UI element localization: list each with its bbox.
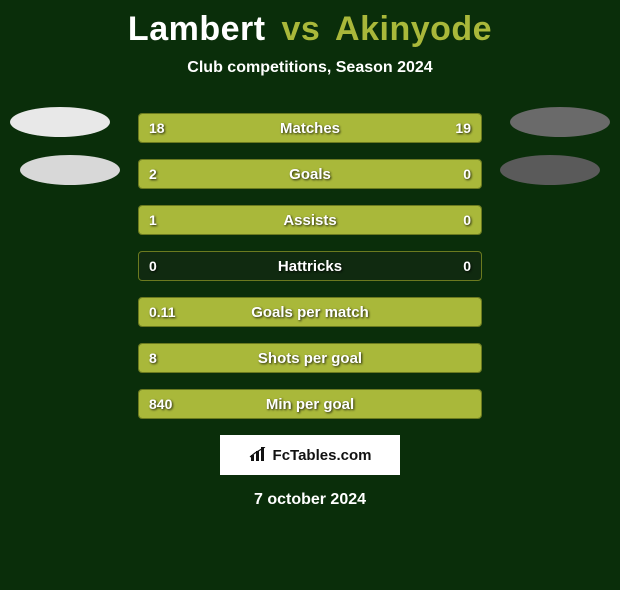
player2-avatar-shadow — [500, 155, 600, 185]
stat-row: 20Goals — [138, 159, 482, 189]
stat-row: 840Min per goal — [138, 389, 482, 419]
brand-badge: FcTables.com — [220, 435, 400, 475]
vs-text: vs — [282, 10, 321, 48]
stat-label: Min per goal — [139, 390, 481, 418]
page-title: Lambert vs Akinyode — [0, 10, 620, 49]
stat-label: Shots per goal — [139, 344, 481, 372]
brand-text: FcTables.com — [273, 447, 372, 464]
stat-row: 10Assists — [138, 205, 482, 235]
stat-label: Goals per match — [139, 298, 481, 326]
stat-label: Assists — [139, 206, 481, 234]
player2-avatar — [510, 107, 610, 137]
comparison-chart: 1819Matches 20Goals 10Assists 00Hattricks 0.… — [0, 113, 620, 419]
stat-label: Goals — [139, 160, 481, 188]
footer-date: 7 october 2024 — [0, 491, 620, 509]
stat-label: Hattricks — [139, 252, 481, 280]
stat-row: 1819Matches — [138, 113, 482, 143]
player2-name: Akinyode — [335, 10, 492, 48]
stat-label: Matches — [139, 114, 481, 142]
subtitle: Club competitions, Season 2024 — [0, 59, 620, 77]
stat-row: 0.11Goals per match — [138, 297, 482, 327]
stat-rows: 1819Matches 20Goals 10Assists 00Hattricks 0.… — [138, 113, 482, 419]
stat-row: 00Hattricks — [138, 251, 482, 281]
player1-avatar-shadow — [20, 155, 120, 185]
stat-row: 8Shots per goal — [138, 343, 482, 373]
bar-chart-icon — [249, 447, 269, 463]
player1-name: Lambert — [128, 10, 266, 48]
player1-avatar — [10, 107, 110, 137]
